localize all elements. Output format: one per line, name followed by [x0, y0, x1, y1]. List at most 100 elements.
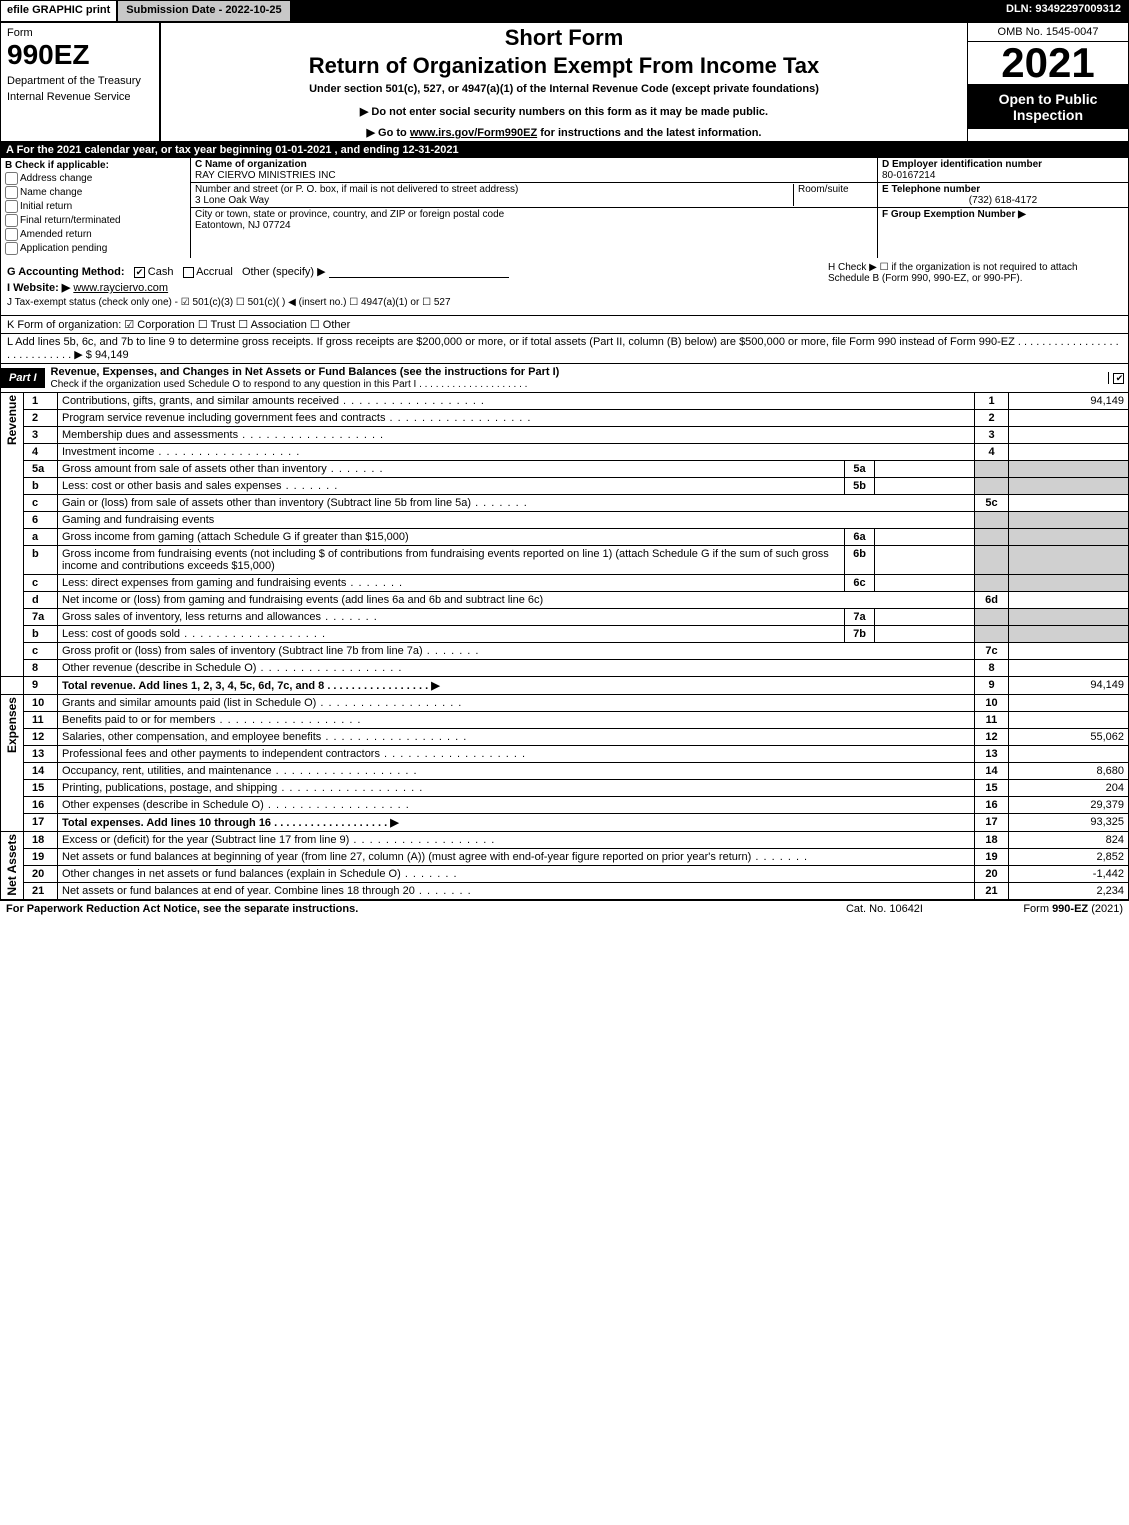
line-10-desc: Grants and similar amounts paid (list in… [62, 697, 316, 709]
column-b-checkboxes: B Check if applicable: Address change Na… [1, 158, 191, 258]
line-5b-sub: 5b [845, 478, 875, 495]
line-6b-sub: 6b [845, 546, 875, 575]
line-5a-shaded-amt [1009, 461, 1129, 478]
line-13-num: 13 [24, 746, 58, 763]
form-word: Form [7, 27, 153, 39]
line-7b-sub: 7b [845, 626, 875, 643]
line-2-desc: Program service revenue including govern… [62, 412, 385, 424]
line-5c-amt [1009, 495, 1129, 512]
line-1-amt: 94,149 [1009, 393, 1129, 410]
f-group-exemption-row: F Group Exemption Number ▶ [878, 208, 1128, 221]
c-name-label: C Name of organization [195, 159, 307, 170]
line-6d-amt [1009, 592, 1129, 609]
row-l-gross-receipts: L Add lines 5b, 6c, and 7b to line 9 to … [0, 334, 1129, 363]
checkbox-final-return[interactable]: Final return/terminated [5, 214, 186, 227]
footer-cat-no: Cat. No. 10642I [846, 903, 923, 915]
line-5b-num: b [24, 478, 58, 495]
d-ein-row: D Employer identification number 80-0167… [878, 158, 1128, 183]
line-20-amt: -1,442 [1009, 866, 1129, 883]
do-not-enter-ssn: ▶ Do not enter social security numbers o… [167, 105, 961, 118]
line-3-amt [1009, 427, 1129, 444]
line-19-desc: Net assets or fund balances at beginning… [62, 851, 751, 863]
i-label: I Website: ▶ [7, 282, 70, 294]
g-label: G Accounting Method: [7, 266, 125, 278]
row-j-tax-exempt: J Tax-exempt status (check only one) - ☑… [7, 297, 822, 308]
line-9-ln: 9 [975, 677, 1009, 695]
checkbox-initial-return[interactable]: Initial return [5, 200, 186, 213]
checkbox-amended-return[interactable]: Amended return [5, 228, 186, 241]
other-specify-field[interactable] [329, 266, 509, 278]
checkbox-address-change[interactable]: Address change [5, 172, 186, 185]
row-g-accounting: G Accounting Method: Cash Accrual Other … [7, 265, 822, 278]
line-6a-num: a [24, 529, 58, 546]
line-18-amt: 824 [1009, 832, 1129, 849]
line-11-desc: Benefits paid to or for members [62, 714, 215, 726]
street-label: Number and street (or P. O. box, if mail… [195, 184, 518, 195]
section-bcd: B Check if applicable: Address change Na… [0, 158, 1129, 258]
page-footer: For Paperwork Reduction Act Notice, see … [0, 900, 1129, 917]
line-8-num: 8 [24, 660, 58, 677]
line-5a-desc: Gross amount from sale of assets other t… [62, 463, 327, 475]
line-21-amt: 2,234 [1009, 883, 1129, 900]
submission-date-label: Submission Date - 2022-10-25 [117, 0, 290, 22]
line-6c-num: c [24, 575, 58, 592]
line-10-amt [1009, 695, 1129, 712]
line-7c-ln: 7c [975, 643, 1009, 660]
line-7a-num: 7a [24, 609, 58, 626]
accrual-label: Accrual [196, 266, 233, 278]
header-center: Short Form Return of Organization Exempt… [161, 23, 968, 141]
line-12-ln: 12 [975, 729, 1009, 746]
line-10-num: 10 [24, 695, 58, 712]
line-4-num: 4 [24, 444, 58, 461]
line-17-desc: Total expenses. Add lines 10 through 16 … [62, 817, 399, 829]
website-value[interactable]: www.rayciervo.com [73, 282, 168, 294]
column-c-org-info: C Name of organization RAY CIERVO MINIST… [191, 158, 878, 258]
row-i-website: I Website: ▶ www.rayciervo.com [7, 281, 822, 294]
header-right: OMB No. 1545-0047 2021 Open to Public In… [968, 23, 1128, 141]
part-1-subtitle: Check if the organization used Schedule … [51, 379, 528, 390]
line-5b-shaded-amt [1009, 478, 1129, 495]
line-5b-desc: Less: cost or other basis and sales expe… [62, 480, 282, 492]
row-a-calendar-year: A For the 2021 calendar year, or tax yea… [0, 142, 1129, 158]
efile-print-button[interactable]: efile GRAPHIC print [0, 0, 117, 22]
line-6a-subamt [875, 529, 975, 546]
line-6b-subamt [875, 546, 975, 575]
dept-treasury: Department of the Treasury [7, 75, 153, 87]
under-section: Under section 501(c), 527, or 4947(a)(1)… [167, 83, 961, 95]
line-6a-shaded-amt [1009, 529, 1129, 546]
line-7b-shaded-amt [1009, 626, 1129, 643]
line-7c-amt [1009, 643, 1129, 660]
column-def: D Employer identification number 80-0167… [878, 158, 1128, 258]
line-6c-desc: Less: direct expenses from gaming and fu… [62, 577, 346, 589]
line-16-desc: Other expenses (describe in Schedule O) [62, 799, 264, 811]
checkbox-name-change[interactable]: Name change [5, 186, 186, 199]
org-city: Eatontown, NJ 07724 [195, 220, 291, 231]
line-7b-num: b [24, 626, 58, 643]
line-20-num: 20 [24, 866, 58, 883]
line-6-shaded-ln [975, 512, 1009, 529]
line-7b-shaded-ln [975, 626, 1009, 643]
line-5a-shaded-ln [975, 461, 1009, 478]
part-1-checkbox[interactable] [1108, 372, 1128, 384]
line-18-desc: Excess or (deficit) for the year (Subtra… [62, 834, 349, 846]
goto-link[interactable]: www.irs.gov/Form990EZ [410, 127, 537, 139]
line-14-num: 14 [24, 763, 58, 780]
line-7a-desc: Gross sales of inventory, less returns a… [62, 611, 321, 623]
org-street: 3 Lone Oak Way [195, 195, 269, 206]
line-6b-num: b [24, 546, 58, 575]
city-label: City or town, state or province, country… [195, 209, 504, 220]
line-5b-subamt [875, 478, 975, 495]
c-city-row: City or town, state or province, country… [191, 208, 877, 232]
checkbox-cash[interactable] [134, 267, 145, 278]
line-18-ln: 18 [975, 832, 1009, 849]
line-6-desc: Gaming and fundraising events [58, 512, 975, 529]
dept-irs: Internal Revenue Service [7, 91, 153, 103]
checkbox-application-pending[interactable]: Application pending [5, 242, 186, 255]
checkbox-accrual[interactable] [183, 267, 194, 278]
line-3-ln: 3 [975, 427, 1009, 444]
rows-g-h-i-j: G Accounting Method: Cash Accrual Other … [0, 258, 1129, 316]
line-6c-shaded-amt [1009, 575, 1129, 592]
line-8-amt [1009, 660, 1129, 677]
row-k-form-of-org: K Form of organization: ☑ Corporation ☐ … [0, 316, 1129, 334]
line-1-desc: Contributions, gifts, grants, and simila… [62, 395, 339, 407]
